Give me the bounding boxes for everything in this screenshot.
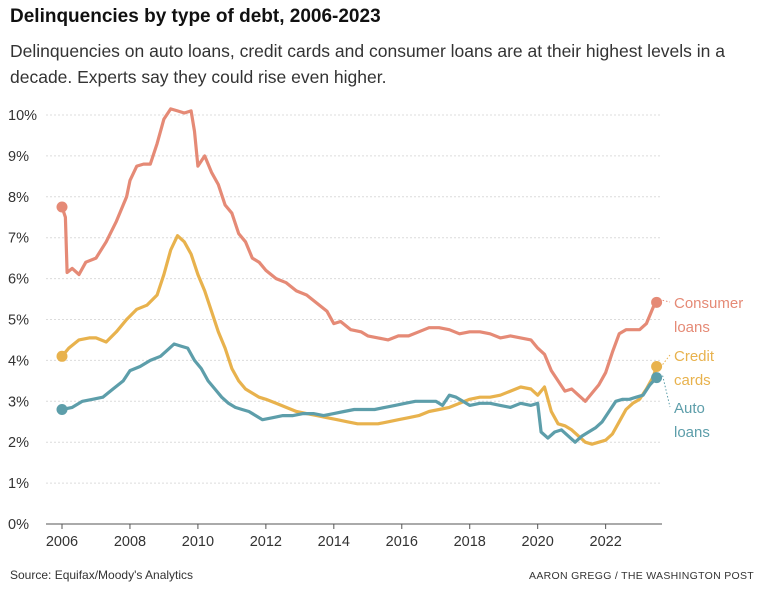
x-tick-label: 2018 [454,534,486,550]
chart-subtitle: Delinquencies on auto loans, credit card… [10,41,725,87]
y-tick-label: 10% [8,108,37,124]
y-tick-label: 1% [8,476,29,492]
consumer-loans-label-leader [662,299,671,303]
y-tick-label: 5% [8,313,29,329]
delinquency-line-chart: 0% 1% 2% 3% 4% 5% 6% 7% 8% 9% 10% 2006 2008 2010 2012 2… [8,107,743,550]
credit-cards-end-dot [651,361,663,373]
x-tick-label: 2010 [182,534,214,550]
consumer-loans-end-dot [651,296,663,308]
auto-loans-label-leader [662,375,671,408]
y-tick-label: 4% [8,353,29,369]
auto-loans-line [60,342,659,444]
x-tick-label: 2022 [590,534,622,550]
credit-cards-line [60,234,659,446]
auto-loans-start-dot [56,403,68,415]
y-tick-label: 8% [8,190,29,206]
byline-credit: AARON GREGG / THE WASHINGTON POST [529,570,754,582]
auto-loans-end-dot [651,372,663,384]
x-tick-label: 2008 [114,534,146,550]
x-tick-label: 2012 [250,534,282,550]
consumer-loans-series-label: Consumer [674,295,743,312]
consumer-loans-series-label: loans [674,319,710,336]
credit-cards-start-dot [56,350,68,362]
y-tick-label: 6% [8,272,29,288]
credit-cards-label-leader [662,354,671,365]
source-note: Source: Equifax/Moody's Analytics [10,568,194,582]
chart-title: Delinquencies by type of debt, 2006-2023 [10,6,381,27]
consumer-loans-line [60,107,659,403]
auto-loans-series-label: Auto [674,400,705,417]
y-tick-label: 7% [8,231,29,247]
x-tick-label: 2014 [318,534,350,550]
y-tick-label: 3% [8,394,29,410]
credit-cards-series-label: cards [674,372,711,389]
y-tick-label: 2% [8,435,29,451]
x-tick-label: 2016 [386,534,418,550]
x-tick-label: 2020 [522,534,554,550]
consumer-loans-start-dot [56,201,68,213]
y-tick-label: 9% [8,149,29,165]
x-tick-label: 2006 [46,534,78,550]
credit-cards-series-label: Credit [674,348,715,365]
auto-loans-series-label: loans [674,424,710,441]
y-tick-label: 0% [8,517,29,533]
